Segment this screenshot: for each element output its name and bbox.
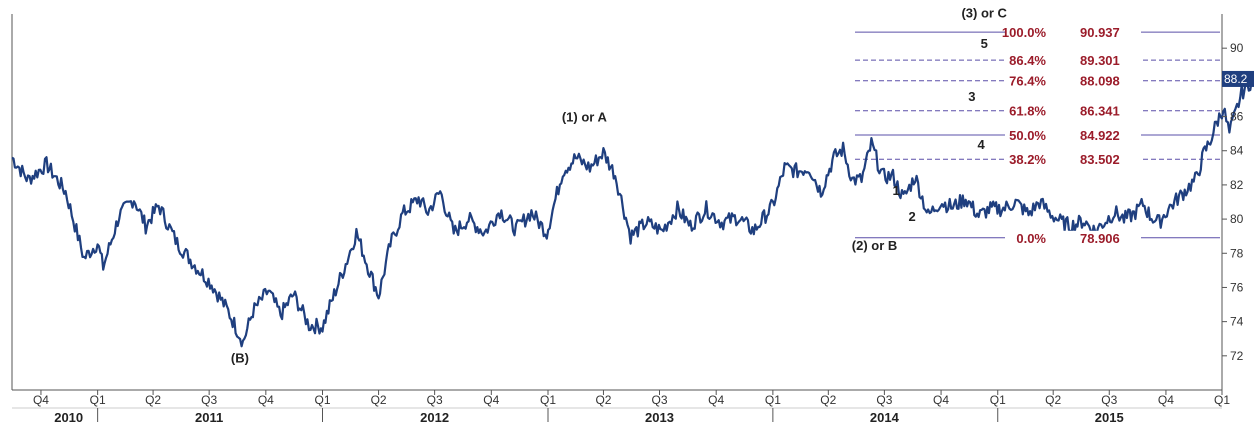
fib-label-background	[1005, 103, 1141, 119]
fib-value-label: 90.937	[1080, 25, 1120, 40]
x-axis-ticks: Q4 Q1 Q2 Q3 Q4 Q1 Q2 Q3 Q4 Q1 Q2 Q3 Q4 Q1 Q2 Q3 Q4 Q1 Q2 Q3…	[33, 390, 1230, 425]
fibonacci-labels: 100.0% 90.937 86.4% 89.301 76.4% 88.098 61.8% 8…	[1002, 25, 1141, 246]
price-series	[11, 77, 1254, 348]
fib-label-background	[1005, 53, 1141, 69]
fib-percent-label: 50.0%	[1009, 128, 1046, 143]
current-value-label: 88.2	[1224, 72, 1248, 86]
x-tick-label: Q3	[1101, 393, 1117, 407]
fib-label-background	[1005, 152, 1141, 168]
year-label: 2012	[420, 410, 449, 425]
y-tick-label: 90	[1230, 41, 1244, 55]
fib-value-label: 78.906	[1080, 231, 1120, 246]
fib-percent-label: 86.4%	[1009, 53, 1046, 68]
x-tick-label: Q3	[201, 393, 217, 407]
x-tick-label: Q4	[483, 393, 499, 407]
wave-label: 5	[981, 36, 988, 51]
x-tick-label: Q4	[933, 393, 949, 407]
year-label: 2015	[1095, 410, 1124, 425]
x-tick-label: Q4	[708, 393, 724, 407]
x-tick-label: Q3	[652, 393, 668, 407]
y-tick-label: 84	[1230, 144, 1244, 158]
wave-label: (1) or A	[562, 110, 608, 125]
fib-percent-label: 0.0%	[1016, 231, 1046, 246]
fib-label-background	[1005, 127, 1141, 143]
y-axis-ticks: 7274767880828486889088.2	[1222, 41, 1254, 363]
x-tick-label: Q2	[1045, 393, 1061, 407]
year-label: 2013	[645, 410, 674, 425]
y-tick-label: 80	[1230, 212, 1244, 226]
wave-label: 3	[968, 89, 975, 104]
x-tick-label: Q1	[1214, 393, 1230, 407]
wave-label: 4	[977, 137, 985, 152]
y-tick-label: 72	[1230, 349, 1244, 363]
x-tick-label: Q1	[990, 393, 1006, 407]
fib-value-label: 84.922	[1080, 128, 1120, 143]
fib-percent-label: 100.0%	[1002, 25, 1047, 40]
y-tick-label: 74	[1230, 315, 1244, 329]
x-tick-label: Q3	[876, 393, 892, 407]
fib-value-label: 86.341	[1080, 104, 1120, 119]
year-label: 2011	[195, 410, 223, 425]
x-tick-label: Q2	[371, 393, 387, 407]
y-tick-label: 82	[1230, 178, 1244, 192]
x-tick-label: Q3	[427, 393, 443, 407]
wave-label: (3) or C	[961, 5, 1007, 20]
fib-percent-label: 76.4%	[1009, 74, 1046, 89]
wave-label: 2	[908, 209, 915, 224]
y-tick-label: 78	[1230, 246, 1244, 260]
wave-label: 1	[892, 183, 899, 198]
fib-value-label: 83.502	[1080, 152, 1120, 167]
y-tick-label: 76	[1230, 280, 1244, 294]
x-tick-label: Q1	[765, 393, 781, 407]
x-tick-label: Q4	[258, 393, 274, 407]
fib-label-background	[1005, 25, 1141, 41]
x-tick-label: Q2	[145, 393, 161, 407]
fib-value-label: 88.098	[1080, 74, 1120, 89]
wave-label: (B)	[231, 351, 249, 366]
year-label: 2014	[870, 410, 900, 425]
price-line	[11, 77, 1254, 348]
x-tick-label: Q4	[1158, 393, 1174, 407]
x-tick-label: Q2	[820, 393, 836, 407]
fib-percent-label: 61.8%	[1009, 104, 1046, 119]
x-tick-label: Q1	[315, 393, 331, 407]
x-tick-label: Q4	[33, 393, 49, 407]
fib-label-background	[1005, 230, 1141, 246]
x-tick-label: Q1	[540, 393, 556, 407]
fib-value-label: 89.301	[1080, 53, 1120, 68]
wave-labels: (B) (1) or A (2) or B 12 3 4 5 (3) or C	[231, 5, 1008, 365]
y-tick-label: 86	[1230, 110, 1244, 124]
year-label: 2010	[54, 410, 83, 425]
x-tick-label: Q1	[90, 393, 106, 407]
fib-percent-label: 38.2%	[1009, 152, 1046, 167]
current-value-badge	[1222, 70, 1254, 87]
x-tick-label: Q2	[595, 393, 611, 407]
wave-label: (2) or B	[852, 238, 898, 253]
fib-label-background	[1005, 73, 1141, 89]
